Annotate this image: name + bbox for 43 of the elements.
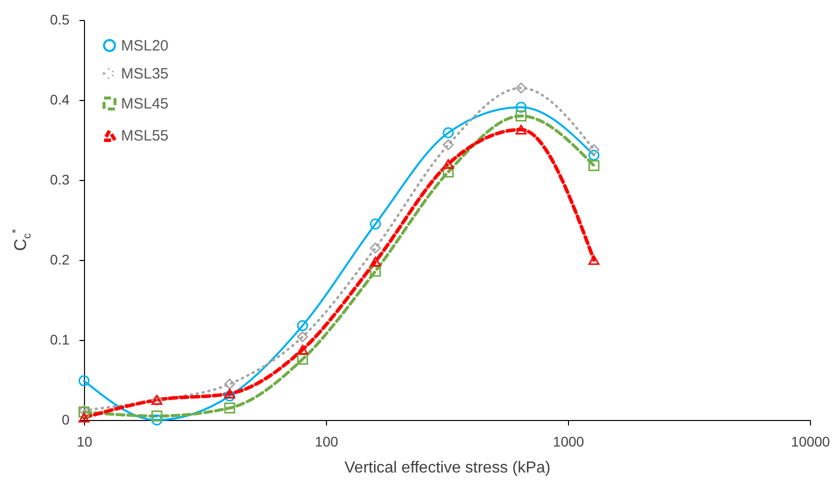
y-tick-label: 0.3	[50, 172, 70, 188]
point	[151, 410, 162, 422]
x-tick-label: 100	[314, 434, 338, 450]
y-tick-label: 0.4	[50, 92, 70, 108]
point	[78, 412, 90, 422]
point	[442, 166, 454, 178]
x-tick-label: 10	[76, 434, 92, 450]
legend-label: MSL45	[121, 96, 169, 112]
x-axis-title: Vertical effective stress (kPa)	[344, 460, 550, 476]
point	[442, 159, 454, 169]
y-tick-label: 0.2	[50, 252, 70, 268]
point	[588, 150, 600, 161]
point	[516, 110, 527, 122]
point	[224, 390, 236, 402]
point	[442, 127, 454, 138]
point	[588, 255, 600, 265]
point	[516, 102, 527, 113]
point	[78, 375, 90, 386]
point	[224, 378, 236, 390]
point	[370, 266, 381, 277]
legend-label: MSL55	[121, 128, 169, 144]
point	[370, 218, 381, 230]
point	[588, 160, 600, 172]
legend-label: MSL20	[121, 38, 169, 54]
point	[224, 402, 236, 414]
point	[224, 388, 236, 398]
point	[588, 144, 600, 156]
point	[297, 320, 308, 332]
point	[297, 344, 308, 354]
point	[297, 331, 308, 342]
point	[516, 124, 527, 134]
y-tick-label: 0.1	[50, 332, 70, 348]
point	[370, 242, 381, 254]
legend-label: MSL35	[121, 66, 169, 82]
point	[442, 139, 454, 150]
x-tick-label: 10000	[791, 434, 830, 450]
point	[297, 354, 308, 365]
y-tick-label: 0.5	[50, 12, 70, 28]
point	[516, 82, 527, 94]
y-tick-label: 0	[62, 412, 70, 428]
point	[151, 414, 162, 426]
point	[370, 256, 381, 266]
x-tick-label: 1000	[552, 434, 584, 450]
